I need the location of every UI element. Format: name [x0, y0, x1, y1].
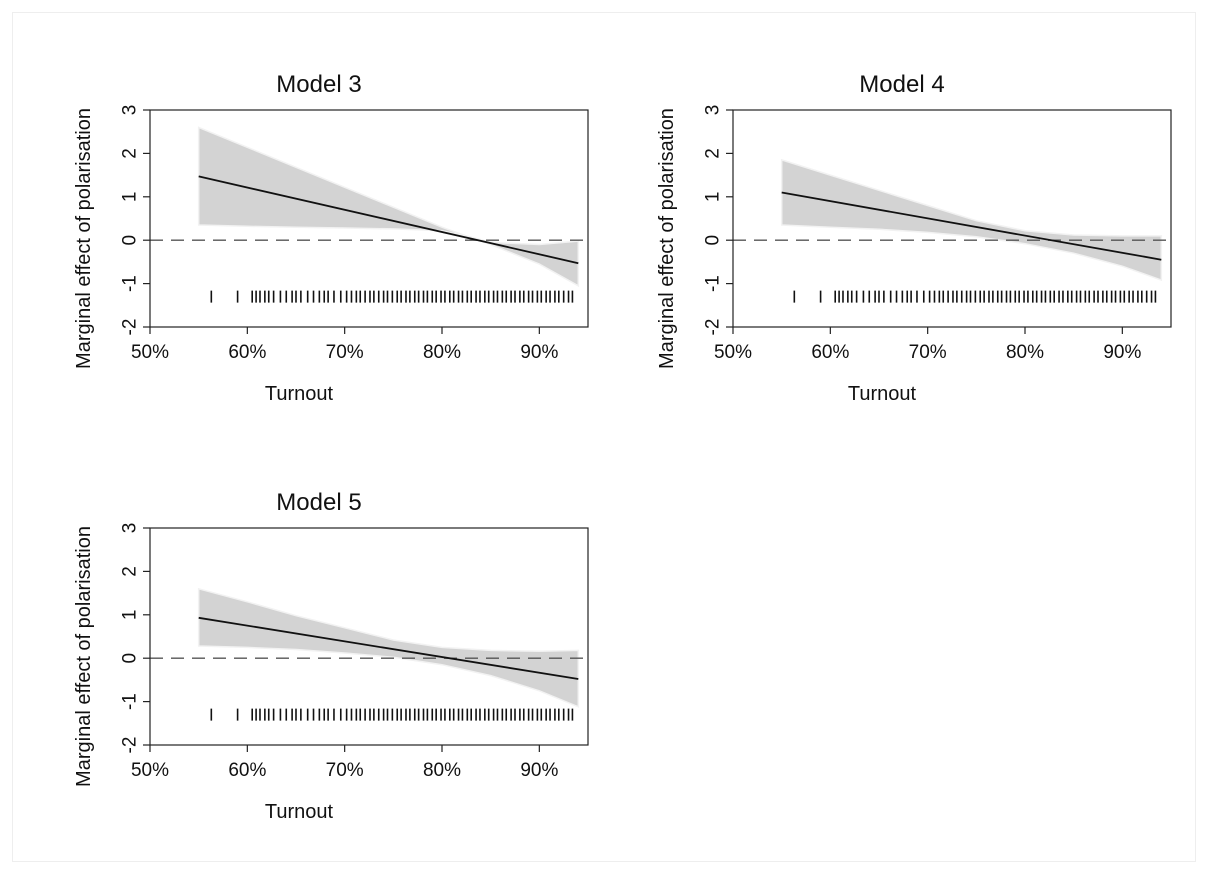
y-tick-label: 3 — [120, 105, 141, 116]
chart-title: Model 5 — [276, 489, 361, 516]
y-tick-label: 1 — [703, 192, 724, 203]
x-tick-label: 50% — [131, 760, 169, 781]
x-tick-label: 70% — [326, 342, 364, 363]
x-tick-label: 90% — [520, 342, 558, 363]
rug — [210, 708, 574, 721]
x-axis-label: Turnout — [265, 801, 334, 823]
y-tick-label: 2 — [120, 148, 141, 159]
x-axis-label: Turnout — [265, 383, 334, 405]
plot-box — [149, 527, 589, 746]
x-axis-label: Turnout — [848, 383, 917, 405]
x-tick-label: 80% — [1006, 342, 1044, 363]
y-tick-label: 0 — [120, 653, 141, 664]
y-tick-label: 2 — [703, 148, 724, 159]
y-axis-label: Marginal effect of polarisation — [656, 108, 678, 369]
x-tick-label: 90% — [1103, 342, 1141, 363]
y-axis-label: Marginal effect of polarisation — [73, 526, 95, 787]
y-tick-label: -2 — [703, 319, 724, 336]
panel-model-5: 50% 60% 70% 80% 90% -2 -1 0 1 2 3 Model 5 Turnout Mar… — [73, 489, 589, 823]
y-axis-label: Marginal effect of polarisation — [73, 108, 95, 369]
y-tick-label: -1 — [703, 275, 724, 292]
y-tick-label: -1 — [120, 275, 141, 292]
y-tick-label: 3 — [120, 523, 141, 534]
y-tick-label: -1 — [120, 693, 141, 710]
panel-model-3: 50% 60% 70% 80% 90% -2 -1 0 1 2 3 Model 3 Turnout Mar… — [73, 71, 589, 405]
x-tick-label: 50% — [714, 342, 752, 363]
confidence-band — [197, 126, 580, 288]
marginal-effect-line — [198, 175, 579, 265]
x-tick-label: 50% — [131, 342, 169, 363]
panel-model-4: 50% 60% 70% 80% 90% -2 -1 0 1 2 3 Model 4 Turnout Mar… — [656, 71, 1172, 405]
plot-box — [149, 109, 589, 328]
y-tick-label: 0 — [120, 235, 141, 246]
x-tick-label: 80% — [423, 760, 461, 781]
y-tick-label: 1 — [120, 192, 141, 203]
chart-title: Model 4 — [859, 71, 944, 98]
x-tick-label: 60% — [228, 342, 266, 363]
confidence-band — [780, 158, 1163, 282]
y-tick-label: -2 — [120, 319, 141, 336]
x-tick-label: 90% — [520, 760, 558, 781]
x-tick-label: 60% — [228, 760, 266, 781]
marginal-effect-line — [781, 191, 1162, 261]
x-tick-label: 70% — [326, 760, 364, 781]
y-tick-label: 1 — [120, 610, 141, 621]
marginal-effect-line — [198, 616, 579, 680]
y-tick-label: 3 — [703, 105, 724, 116]
y-tick-label: -2 — [120, 737, 141, 754]
y-tick-label: 2 — [120, 566, 141, 577]
chart-title: Model 3 — [276, 71, 361, 98]
x-tick-label: 60% — [811, 342, 849, 363]
x-tick-label: 80% — [423, 342, 461, 363]
y-tick-label: 0 — [703, 235, 724, 246]
plot-box — [732, 109, 1172, 328]
x-tick-label: 70% — [909, 342, 947, 363]
rug — [210, 290, 574, 303]
rug — [793, 290, 1157, 303]
